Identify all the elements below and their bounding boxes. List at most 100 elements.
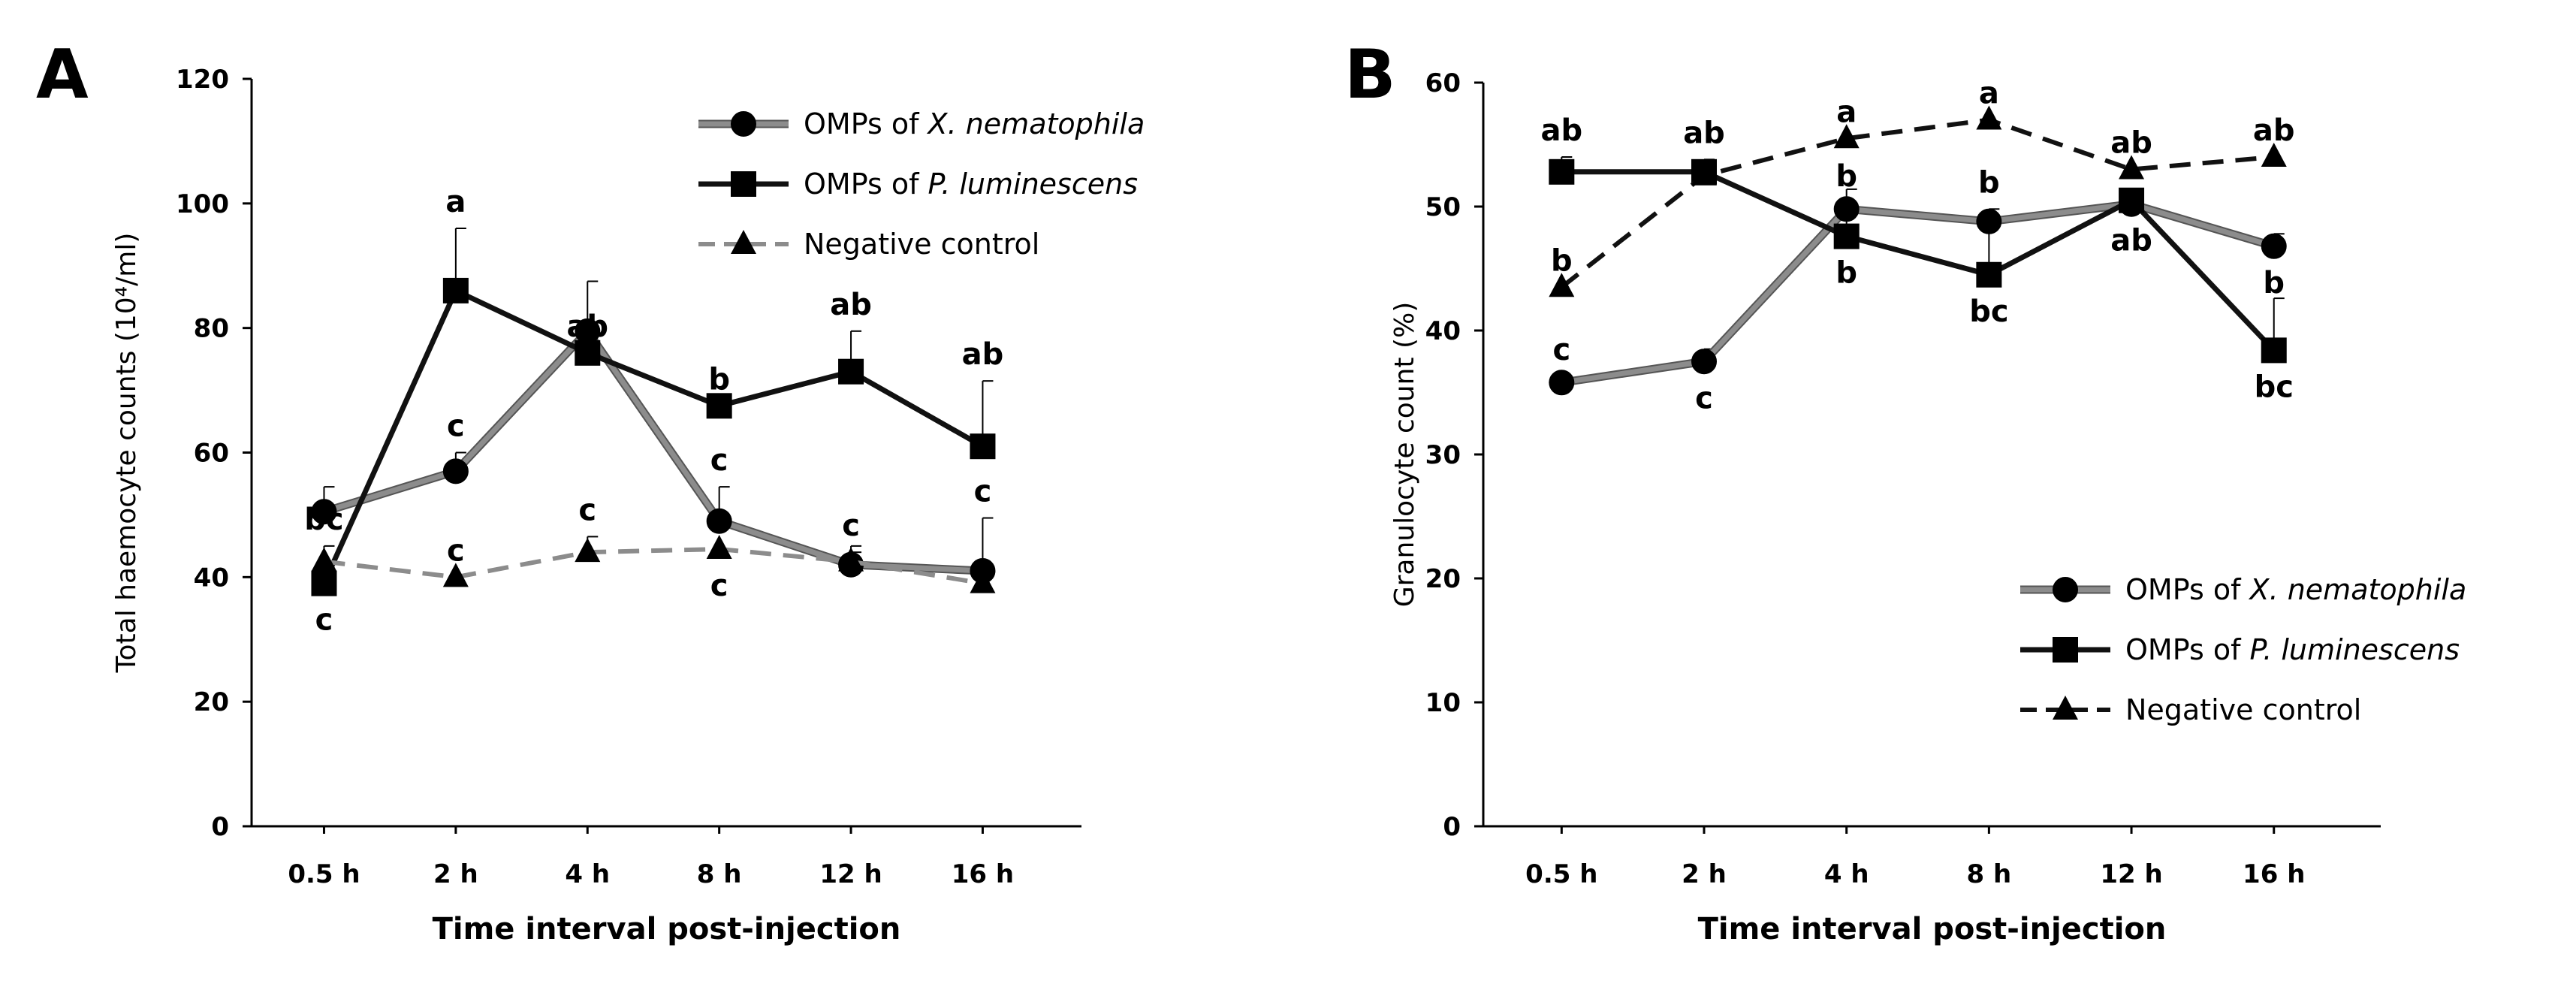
significance-label: c: [1552, 333, 1570, 367]
x-tick-label: 16 h: [952, 859, 1014, 889]
data-point: [311, 547, 337, 572]
x-tick-label: 0.5 h: [1525, 859, 1597, 889]
y-axis-title: Granulocyte count (%): [1389, 302, 1420, 608]
y-tick-label: 60: [194, 439, 229, 469]
significance-label: ab: [566, 309, 608, 344]
data-point: [1976, 261, 2002, 288]
series-line-outline: [1561, 200, 2276, 387]
legend-label: OMPs of X. nematophila: [804, 107, 1145, 140]
legend-marker: [731, 171, 756, 197]
significance-label: ab: [2110, 126, 2152, 161]
y-tick-label: 100: [176, 189, 229, 219]
significance-label: c: [842, 509, 860, 543]
data-point: [1549, 158, 1575, 185]
y-tick-label: 40: [194, 563, 229, 593]
data-point: [1691, 161, 1718, 186]
significance-label: c: [447, 409, 465, 444]
legend: OMPs of X. nematophila OMPs of P. lumines…: [698, 107, 1145, 261]
significance-label: bc: [304, 503, 343, 537]
data-point: [1976, 105, 2002, 130]
data-point: [442, 563, 469, 587]
data-point: [970, 433, 996, 460]
legend-marker: [2053, 577, 2078, 602]
significance-label: c: [710, 443, 728, 478]
panel-letter: B: [1344, 35, 1396, 114]
y-tick-label: 50: [1425, 192, 1461, 222]
data-point: [970, 569, 996, 593]
series-line: [1561, 169, 2276, 352]
series-line: [324, 547, 983, 586]
significance-label: b: [1835, 159, 1857, 194]
data-point: [1549, 273, 1575, 297]
significance-label: b: [1835, 256, 1857, 291]
y-tick-label: 20: [194, 687, 229, 717]
data-point: [1549, 370, 1575, 396]
significance-label: a: [445, 185, 466, 219]
legend-label: OMPs of P. luminescens: [2125, 633, 2460, 666]
series-line: [321, 288, 985, 585]
series-line: [1560, 117, 2274, 289]
significance-label: ab: [1541, 113, 1583, 148]
x-axis-title: Time interval post-injection: [1698, 912, 2167, 946]
legend-label: Negative control: [2125, 693, 2361, 726]
series-1: c a ab b ab ab: [311, 185, 1003, 638]
x-tick-label: 0.5 h: [288, 859, 360, 889]
data-point: [2261, 233, 2287, 259]
legend-label-prefix: OMPs of: [2125, 573, 2250, 606]
legend-marker: [2053, 637, 2078, 663]
series-0: c c b b ab b: [1549, 159, 2287, 415]
panel-a-chart: A 0 20 40 60 80 100 120 0.5 h 2 h 4 h 8 h 12 h 16 h Ti…: [36, 35, 1145, 946]
significance-label: a: [1836, 95, 1857, 129]
legend-label-prefix: OMPs of: [804, 107, 928, 140]
legend-label: OMPs of P. luminescens: [804, 168, 1138, 201]
x-tick-label: 8 h: [697, 859, 742, 889]
series-line: [1561, 201, 2275, 385]
x-tick-label: 4 h: [1824, 859, 1869, 889]
significance-label: ab: [2253, 113, 2295, 148]
y-tick-label: 10: [1425, 688, 1461, 718]
x-tick-label: 12 h: [2100, 859, 2162, 889]
y-tick-label: 40: [1425, 316, 1461, 346]
data-point: [1691, 349, 1718, 375]
data-point: [575, 340, 601, 366]
y-tick-label: 80: [194, 314, 229, 344]
y-tick-label: 0: [1443, 812, 1461, 842]
x-tick-label: 8 h: [1967, 859, 2012, 889]
data-point: [838, 358, 864, 385]
legend-marker: [731, 230, 756, 254]
significance-label: bc: [2255, 370, 2294, 404]
significance-label: c: [710, 569, 728, 603]
legend-label-species: X. nematophila: [927, 107, 1145, 140]
y-tick-label: 20: [1425, 564, 1461, 594]
data-point: [575, 538, 601, 563]
x-tick-label: 2 h: [433, 859, 478, 889]
y-tick-label: 120: [176, 65, 229, 95]
significance-label: a: [1979, 77, 1999, 111]
data-point: [2261, 143, 2287, 167]
significance-label: c: [447, 533, 465, 568]
data-point: [442, 277, 469, 303]
legend-label-prefix: OMPs of: [2125, 633, 2250, 666]
series-line: [323, 328, 983, 574]
significance-label: bc: [1969, 294, 2008, 329]
significance-label: c: [578, 493, 596, 527]
x-axis-title: Time interval post-injection: [433, 912, 901, 946]
significance-label: b: [1978, 165, 2000, 200]
x-tick-label: 16 h: [2243, 859, 2305, 889]
data-point: [1833, 223, 1860, 249]
x-tick-label: 2 h: [1682, 859, 1727, 889]
data-point: [1833, 124, 1860, 149]
data-point: [706, 535, 732, 560]
y-tick-label: 30: [1425, 440, 1461, 470]
panel-b-chart: B 0 10 20 30 40 50 60 0.5 h 2 h 4 h 8 h 12 h 16 h Time…: [1344, 35, 2466, 946]
significance-label: b: [1551, 243, 1573, 278]
significance-label: b: [2263, 266, 2285, 300]
data-point: [706, 508, 732, 534]
data-point: [311, 499, 337, 525]
significance-label: ab: [1683, 116, 1725, 150]
data-point: [2261, 337, 2287, 364]
